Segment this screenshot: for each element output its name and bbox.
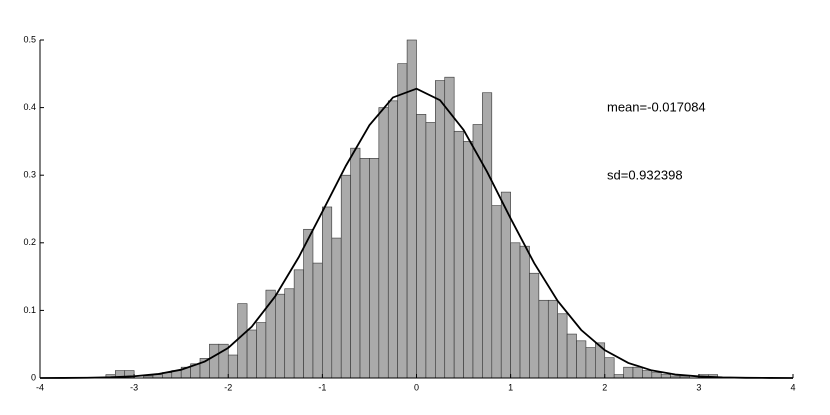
- bar: [378, 107, 389, 379]
- x-tick-label: -2: [224, 382, 232, 392]
- bar: [435, 80, 446, 379]
- y-tick-label: 0.2: [23, 237, 36, 247]
- bar: [604, 357, 615, 379]
- bar: [500, 191, 511, 379]
- x-tick-label: -1: [318, 382, 326, 392]
- y-tick-label: 0.3: [23, 170, 36, 180]
- bar: [453, 130, 464, 379]
- bar: [227, 354, 238, 379]
- bar: [359, 158, 370, 379]
- x-tick-label: 3: [696, 382, 701, 392]
- bar: [613, 374, 624, 379]
- annotation: mean=-0.017084: [607, 99, 706, 114]
- bar: [350, 147, 361, 379]
- bar: [510, 242, 521, 379]
- bar: [331, 237, 342, 379]
- bar: [482, 92, 493, 379]
- bar: [623, 366, 634, 379]
- bar: [303, 228, 314, 379]
- bar: [322, 206, 333, 379]
- bar: [660, 374, 671, 379]
- bar: [237, 303, 248, 379]
- fit-curve: [39, 87, 794, 379]
- bar: [293, 269, 304, 379]
- x-tick-label: -4: [36, 382, 44, 392]
- bar: [425, 122, 436, 379]
- bar: [491, 205, 502, 379]
- x-tick-label: 1: [508, 382, 513, 392]
- bar: [651, 372, 662, 379]
- bar: [312, 262, 323, 379]
- bar: [632, 366, 643, 379]
- bar: [538, 299, 549, 379]
- y-tick-label: 0.5: [23, 34, 36, 44]
- x-tick-label: -3: [130, 382, 138, 392]
- bar: [284, 288, 295, 379]
- bar: [557, 313, 568, 379]
- bar: [416, 114, 427, 379]
- bar: [519, 245, 530, 379]
- bar: [340, 174, 351, 379]
- bar: [566, 333, 577, 379]
- bar: [444, 76, 455, 379]
- bar: [256, 322, 267, 379]
- bar: [369, 158, 380, 379]
- bar: [585, 347, 596, 379]
- y-tick-label: 0: [31, 372, 36, 382]
- x-tick-label: 4: [790, 382, 795, 392]
- bar: [642, 370, 653, 379]
- annotation: sd=0.932398: [607, 167, 683, 182]
- x-tick-label: 0: [414, 382, 419, 392]
- y-tick-label: 0.4: [23, 102, 36, 112]
- bar: [547, 299, 558, 379]
- x-tick-label: 2: [602, 382, 607, 392]
- bar: [529, 272, 540, 379]
- bar: [463, 141, 474, 379]
- bar: [387, 100, 398, 379]
- bar: [275, 293, 286, 379]
- bar: [397, 63, 408, 379]
- bar: [576, 340, 587, 379]
- bar: [246, 329, 257, 379]
- bar: [209, 343, 220, 379]
- y-tick-label: 0.1: [23, 305, 36, 315]
